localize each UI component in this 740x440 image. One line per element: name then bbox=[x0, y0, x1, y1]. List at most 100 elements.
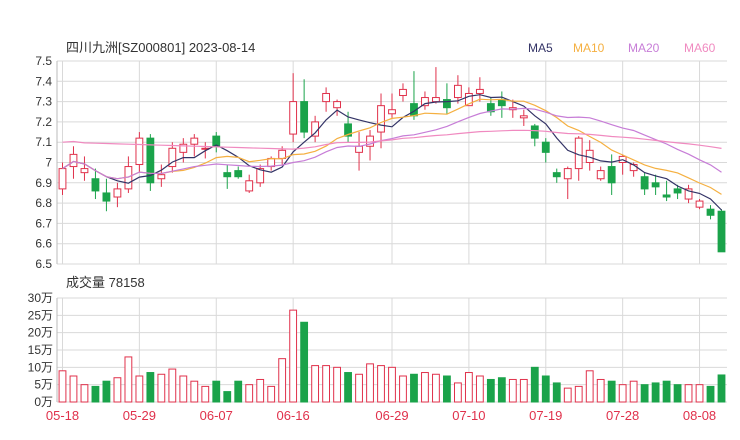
price-tick-label: 6.7 bbox=[35, 216, 52, 230]
price-tick-label: 6.5 bbox=[35, 257, 52, 271]
candle-body-down bbox=[706, 208, 715, 216]
volume-bar-down bbox=[640, 384, 649, 403]
volume-title: 成交量 78158 bbox=[66, 275, 145, 290]
candle-body-up bbox=[563, 168, 572, 180]
candle bbox=[91, 168, 100, 200]
candle-body-up bbox=[245, 180, 254, 192]
candle-body-up bbox=[684, 188, 693, 200]
candle bbox=[146, 134, 155, 191]
x-tick-label: 06-16 bbox=[277, 408, 310, 423]
candle-body-up bbox=[399, 88, 407, 97]
candle-body-up bbox=[421, 97, 429, 107]
ma60-line bbox=[62, 129, 722, 150]
x-tick-label: 07-10 bbox=[452, 408, 485, 423]
candle bbox=[519, 109, 528, 126]
volume-bar-up bbox=[432, 373, 440, 403]
candle-body-up bbox=[333, 101, 341, 109]
candle bbox=[69, 146, 78, 179]
volume-bar-up bbox=[157, 373, 166, 403]
volume-bar-up bbox=[629, 380, 638, 403]
volume-bar-up bbox=[289, 309, 298, 403]
candle-body-down bbox=[552, 172, 561, 178]
candle bbox=[135, 132, 144, 173]
price-tick-label: 6.9 bbox=[35, 176, 52, 190]
candle-body-down bbox=[91, 178, 100, 192]
volume-bar-up bbox=[421, 372, 429, 403]
candle-body-up bbox=[453, 84, 462, 99]
volume-bar-down bbox=[530, 366, 539, 403]
candle-body-up bbox=[168, 147, 177, 168]
candle bbox=[596, 166, 605, 181]
candle bbox=[706, 205, 715, 220]
candle-body-down bbox=[486, 103, 495, 113]
candle-body-down bbox=[607, 166, 616, 184]
candle-body-down bbox=[234, 170, 243, 178]
candle-body-up bbox=[596, 170, 605, 180]
volume-bar-up bbox=[388, 366, 396, 403]
candle-body-down bbox=[530, 125, 539, 139]
candle bbox=[124, 156, 133, 193]
candle bbox=[256, 164, 265, 187]
volume-bar-up bbox=[278, 358, 287, 403]
price-tick-label: 7.2 bbox=[35, 115, 52, 129]
volume-bar-up bbox=[508, 378, 517, 403]
price-tick-label: 7.4 bbox=[35, 74, 52, 88]
candle-body-up bbox=[464, 92, 473, 107]
candle-body-down bbox=[717, 210, 726, 253]
volume-tick-label: 25万 bbox=[28, 308, 53, 322]
candle-body-up bbox=[432, 97, 440, 103]
candle-body-up bbox=[256, 168, 265, 184]
candle-body-up bbox=[695, 200, 704, 208]
x-tick-label: 05-18 bbox=[46, 408, 79, 423]
volume-bar-up bbox=[618, 384, 627, 403]
candle bbox=[695, 199, 704, 210]
legend-item-ma60: MA60 bbox=[684, 41, 716, 55]
volume-bar-up bbox=[563, 387, 572, 403]
volume-bar-up bbox=[69, 375, 78, 403]
volume-bar-up bbox=[267, 385, 276, 403]
x-tick-label: 07-28 bbox=[606, 408, 639, 423]
volume-bar-down bbox=[234, 380, 243, 403]
candle bbox=[245, 174, 254, 193]
candle bbox=[355, 132, 363, 171]
candle bbox=[662, 180, 671, 202]
volume-bar-up bbox=[168, 368, 177, 403]
volume-bar-down bbox=[443, 375, 451, 403]
x-tick-label: 05-29 bbox=[123, 408, 156, 423]
volume-tick-label: 10万 bbox=[28, 360, 53, 374]
volume-bar-up bbox=[113, 377, 122, 403]
volume-bar-down bbox=[673, 384, 682, 403]
candle bbox=[475, 77, 484, 102]
volume-bar-up bbox=[124, 356, 133, 403]
candle-body-down bbox=[102, 192, 111, 202]
candle bbox=[530, 123, 539, 147]
candle-body-up bbox=[179, 143, 188, 153]
candle bbox=[179, 138, 188, 163]
candle-body-down bbox=[300, 101, 309, 133]
candle bbox=[80, 156, 89, 181]
candle bbox=[574, 136, 583, 181]
candle-body-down bbox=[662, 194, 671, 198]
volume-bar-down bbox=[706, 385, 715, 403]
volume-tick-label: 30万 bbox=[28, 291, 53, 305]
candle bbox=[322, 87, 331, 112]
volume-bar-up bbox=[695, 384, 704, 403]
candle-body-down bbox=[541, 141, 550, 153]
candle bbox=[388, 93, 396, 118]
volume-bar-down bbox=[651, 382, 660, 403]
candle bbox=[377, 93, 385, 149]
candle-body-up bbox=[388, 109, 396, 115]
x-tick-label: 07-19 bbox=[529, 408, 562, 423]
candle-body-down bbox=[146, 137, 155, 184]
candle-body-up bbox=[113, 188, 122, 198]
volume-bar-up bbox=[574, 385, 583, 403]
legend-item-ma20: MA20 bbox=[628, 41, 660, 55]
candle bbox=[453, 75, 462, 104]
volume-bar-up bbox=[333, 366, 341, 403]
ma5-line bbox=[62, 94, 722, 211]
volume-bar-down bbox=[212, 380, 221, 403]
volume-bar-up bbox=[475, 375, 484, 403]
legend-item-ma10: MA10 bbox=[573, 41, 605, 55]
candle bbox=[618, 154, 627, 175]
